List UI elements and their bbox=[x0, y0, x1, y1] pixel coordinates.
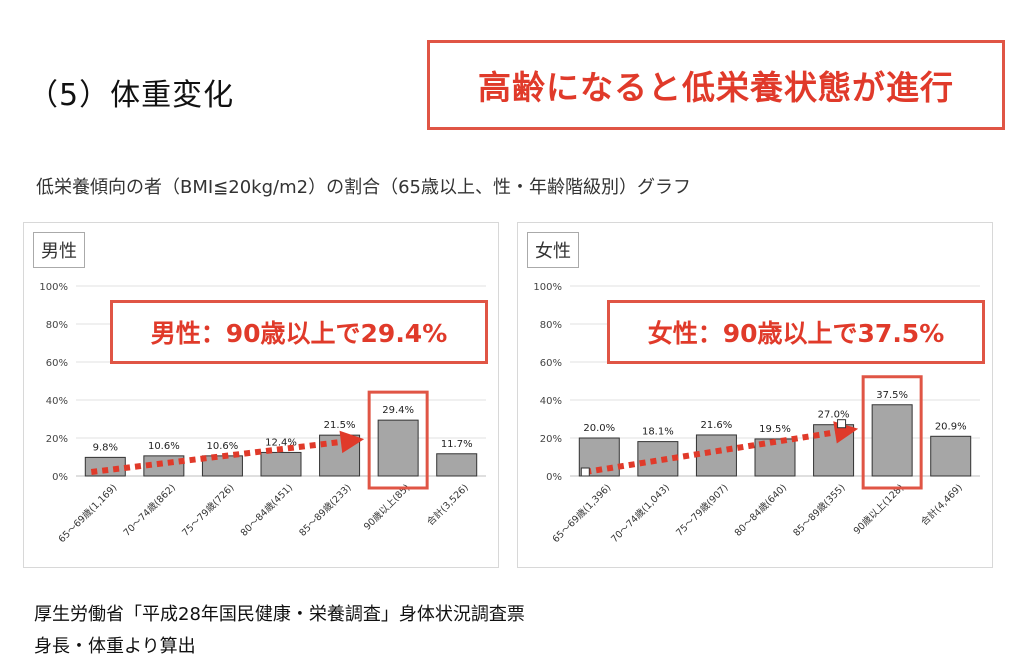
data-label: 12.4% bbox=[265, 437, 297, 448]
data-label: 20.9% bbox=[935, 421, 967, 432]
data-label: 21.5% bbox=[324, 420, 356, 431]
data-label: 21.6% bbox=[701, 420, 733, 431]
category-label: 90歳以上(128) bbox=[851, 482, 906, 537]
bar bbox=[377, 419, 419, 477]
panel-label-female: 女性 bbox=[527, 232, 579, 268]
chart-panel-female: 0% 20% 40% 60% 80% 100% 20.0% 65～69歳(1,396) 18.1… bbox=[517, 222, 993, 568]
bar bbox=[260, 451, 302, 477]
headline-text: 高齢になると低栄養状態が進行 bbox=[478, 68, 954, 107]
source-line: 厚生労働省「平成28年国民健康・栄養調査」身体状況調査票 bbox=[34, 604, 525, 625]
y-tick-label: 100% bbox=[533, 282, 562, 293]
data-label: 27.0% bbox=[818, 410, 850, 421]
category-label: 65～69歳(1,169) bbox=[56, 482, 119, 545]
data-label: 10.6% bbox=[207, 441, 239, 452]
source-line: 身長・体重より算出 bbox=[34, 636, 196, 657]
trend-arrow-head bbox=[339, 430, 365, 454]
chart-caption: 低栄養傾向の者（BMI≦20kg/m2）の割合（65歳以上、性・年齢階級別）グラ… bbox=[36, 177, 691, 198]
bar bbox=[201, 455, 243, 477]
arrow-handle-start bbox=[580, 467, 590, 477]
data-label: 11.7% bbox=[441, 439, 473, 450]
trend-arrow-line bbox=[90, 438, 345, 475]
callout-text-male: 男性：90歳以上で29.4% bbox=[150, 319, 448, 348]
y-tick-label: 40% bbox=[46, 396, 68, 407]
y-tick-label: 100% bbox=[39, 282, 68, 293]
section-title: （5）体重変化 bbox=[28, 78, 235, 113]
data-label: 20.0% bbox=[583, 423, 615, 434]
trend-arrow-line bbox=[584, 428, 839, 475]
source-note: 厚生労働省「平成28年国民健康・栄養調査」身体状況調査票 身長・体重より算出 bbox=[34, 599, 525, 663]
data-label: 29.4% bbox=[382, 405, 414, 416]
y-tick-label: 80% bbox=[46, 320, 68, 331]
category-label: 85～89歳(355) bbox=[791, 482, 848, 539]
y-tick-label: 60% bbox=[540, 358, 562, 369]
y-tick-label: 0% bbox=[546, 472, 562, 483]
category-label: 65～69歳(1,396) bbox=[550, 482, 613, 545]
data-label: 9.8% bbox=[93, 442, 118, 453]
bar bbox=[637, 441, 679, 477]
callout-female: 女性：90歳以上で37.5% bbox=[607, 300, 985, 364]
y-tick-label: 20% bbox=[540, 434, 562, 445]
category-label: 70～74歳(862) bbox=[121, 482, 178, 539]
arrow-handle-end bbox=[837, 419, 847, 429]
y-tick-label: 60% bbox=[46, 358, 68, 369]
data-label: 18.1% bbox=[642, 427, 674, 438]
bar bbox=[143, 455, 185, 477]
y-tick-label: 40% bbox=[540, 396, 562, 407]
category-label: 75～79歳(726) bbox=[179, 482, 236, 539]
chart-male: 0% 20% 40% 60% 80% 100% 9.8% 65～69歳(1,169) 10.6%… bbox=[39, 282, 486, 545]
data-label: 10.6% bbox=[148, 441, 180, 452]
bar bbox=[695, 434, 737, 477]
y-tick-label: 20% bbox=[46, 434, 68, 445]
highlight-frame bbox=[861, 375, 923, 490]
category-label: 80～84歳(451) bbox=[238, 482, 295, 539]
y-tick-label: 80% bbox=[540, 320, 562, 331]
panel-label-male: 男性 bbox=[33, 232, 85, 268]
category-label: 70～74歳(1,043) bbox=[608, 482, 671, 545]
category-label: 合計(3,526) bbox=[424, 482, 470, 528]
highlight-frame bbox=[367, 390, 429, 490]
bar bbox=[436, 453, 478, 477]
data-label: 37.5% bbox=[876, 390, 908, 401]
chart-panel-male: 0% 20% 40% 60% 80% 100% 9.8% 65～69歳(1,169) 10.6%… bbox=[23, 222, 499, 568]
category-label: 80～84歳(640) bbox=[732, 482, 789, 539]
y-tick-label: 0% bbox=[52, 472, 68, 483]
category-label: 75～79歳(907) bbox=[673, 482, 730, 539]
callout-text-female: 女性：90歳以上で37.5% bbox=[647, 319, 945, 348]
bar bbox=[930, 435, 972, 477]
chart-female: 0% 20% 40% 60% 80% 100% 20.0% 65～69歳(1,396) 18.1… bbox=[533, 282, 980, 545]
bar bbox=[871, 404, 913, 477]
data-label: 19.5% bbox=[759, 424, 791, 435]
category-label: 85～89歳(233) bbox=[297, 482, 354, 539]
headline-box: 高齢になると低栄養状態が進行 bbox=[427, 40, 1005, 130]
callout-male: 男性：90歳以上で29.4% bbox=[110, 300, 488, 364]
category-label: 合計(4,469) bbox=[918, 482, 964, 528]
